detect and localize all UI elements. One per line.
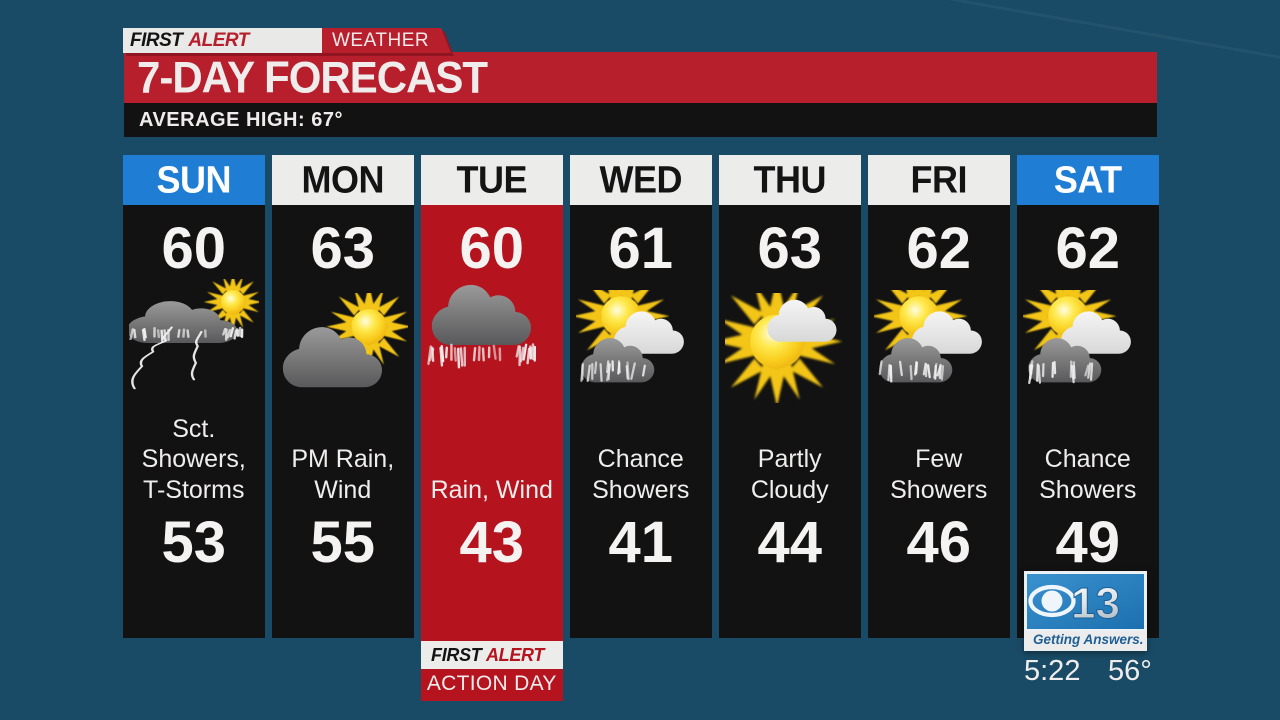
svg-text:13: 13 [1071, 579, 1120, 628]
svg-text:Getting Answers.: Getting Answers. [1033, 632, 1144, 647]
